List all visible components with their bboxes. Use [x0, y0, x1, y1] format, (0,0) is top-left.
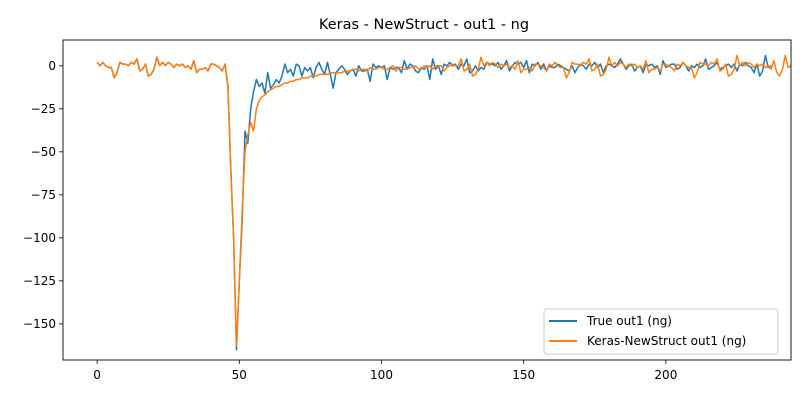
x-tick-label: 0 [93, 368, 101, 382]
x-tick-label: 150 [512, 368, 535, 382]
legend-label-keras: Keras-NewStruct out1 (ng) [587, 334, 746, 348]
y-tick-label: −25 [31, 102, 56, 116]
x-tick-label: 50 [232, 368, 247, 382]
y-tick-label: −50 [31, 145, 56, 159]
y-axis: 0 −25 −50 −75 −100 −125 −150 [23, 59, 63, 331]
y-tick-label: −75 [31, 188, 56, 202]
legend-label-true: True out1 (ng) [586, 314, 672, 328]
y-tick-label: −150 [23, 317, 56, 331]
y-tick-label: 0 [48, 59, 56, 73]
x-axis: 0 50 100 150 200 [93, 360, 677, 382]
x-tick-label: 100 [370, 368, 393, 382]
series-line-keras-newstruct-out1 [96, 54, 792, 347]
chart-title: Keras - NewStruct - out1 - ng [319, 17, 529, 33]
series-layer [96, 54, 792, 351]
y-tick-label: −125 [23, 274, 56, 288]
x-tick-label: 200 [654, 368, 677, 382]
legend: True out1 (ng) Keras-NewStruct out1 (ng) [543, 308, 779, 355]
plot-area [62, 39, 792, 361]
plot-frame [62, 39, 792, 361]
legend-frame [543, 308, 779, 355]
series-line-true-out1 [96, 54, 772, 351]
y-tick-label: −100 [23, 231, 56, 245]
